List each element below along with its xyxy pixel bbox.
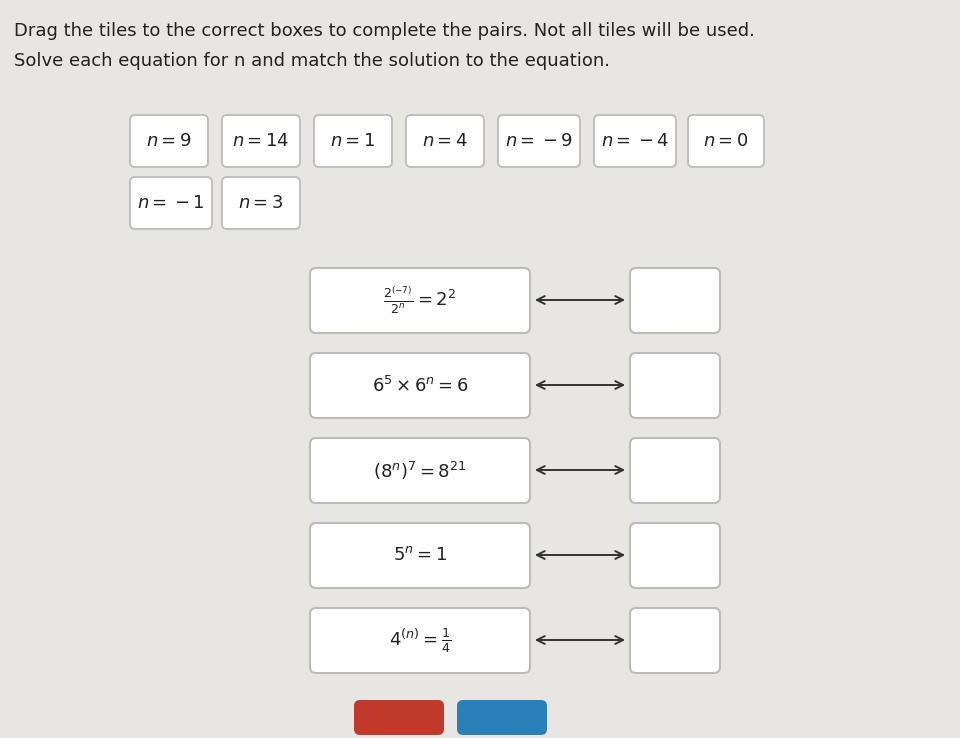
FancyBboxPatch shape [222,115,300,167]
FancyBboxPatch shape [406,115,484,167]
FancyBboxPatch shape [457,700,547,735]
Text: $n=-1$: $n=-1$ [137,194,204,212]
FancyBboxPatch shape [130,177,212,229]
Text: $n=-9$: $n=-9$ [505,132,573,150]
FancyBboxPatch shape [354,700,444,735]
Text: $n=14$: $n=14$ [232,132,290,150]
FancyBboxPatch shape [130,115,208,167]
Text: $n=1$: $n=1$ [330,132,375,150]
FancyBboxPatch shape [630,608,720,673]
FancyBboxPatch shape [630,268,720,333]
Text: $n=9$: $n=9$ [146,132,192,150]
Text: $5^{n}=1$: $5^{n}=1$ [393,547,447,565]
FancyBboxPatch shape [314,115,392,167]
Text: $(8^{n})^{7}=8^{21}$: $(8^{n})^{7}=8^{21}$ [373,460,467,482]
Text: Solve each equation for n and match the solution to the equation.: Solve each equation for n and match the … [14,52,610,70]
FancyBboxPatch shape [630,353,720,418]
FancyBboxPatch shape [310,268,530,333]
Text: $n=-4$: $n=-4$ [601,132,669,150]
FancyBboxPatch shape [310,438,530,503]
FancyBboxPatch shape [310,353,530,418]
Text: $n=0$: $n=0$ [704,132,749,150]
FancyBboxPatch shape [688,115,764,167]
Text: $4^{(n)}=\frac{1}{4}$: $4^{(n)}=\frac{1}{4}$ [389,627,451,655]
Text: Drag the tiles to the correct boxes to complete the pairs. Not all tiles will be: Drag the tiles to the correct boxes to c… [14,22,755,40]
FancyBboxPatch shape [594,115,676,167]
FancyBboxPatch shape [498,115,580,167]
Text: $n=3$: $n=3$ [238,194,284,212]
FancyBboxPatch shape [310,608,530,673]
Text: $6^{5}\times 6^{n}=6$: $6^{5}\times 6^{n}=6$ [372,376,468,396]
FancyBboxPatch shape [310,523,530,588]
FancyBboxPatch shape [630,523,720,588]
Text: $n=4$: $n=4$ [422,132,468,150]
Text: $\frac{2^{(-7)}}{2^{n}}=2^{2}$: $\frac{2^{(-7)}}{2^{n}}=2^{2}$ [383,285,457,317]
FancyBboxPatch shape [630,438,720,503]
FancyBboxPatch shape [222,177,300,229]
